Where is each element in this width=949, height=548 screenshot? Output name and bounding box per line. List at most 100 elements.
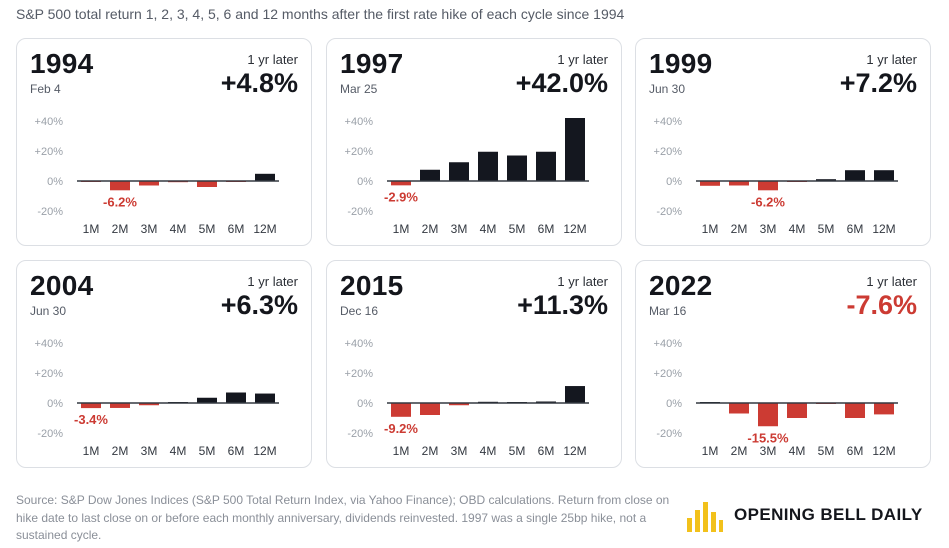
x-tick-label: 1M: [393, 444, 410, 458]
bar-12M: [255, 393, 275, 403]
min-data-label: -9.2%: [384, 421, 418, 436]
bar-5M: [197, 181, 217, 187]
bar-3M: [758, 181, 778, 191]
y-tick-label: +20%: [345, 146, 374, 158]
x-tick-label: 6M: [228, 222, 245, 236]
bar-6M: [536, 151, 556, 181]
x-tick-label: 1M: [393, 222, 410, 236]
x-tick-label: 4M: [170, 222, 187, 236]
x-tick-label: 5M: [199, 222, 216, 236]
x-tick-label: 3M: [141, 444, 158, 458]
x-tick-label: 6M: [847, 444, 864, 458]
x-tick-label: 6M: [847, 222, 864, 236]
bar-5M: [507, 155, 527, 181]
one-year-value: -7.6%: [846, 290, 917, 320]
y-tick-label: 0%: [47, 176, 63, 188]
y-tick-label: -20%: [37, 428, 63, 440]
x-tick-label: 5M: [509, 444, 526, 458]
y-tick-label: +40%: [345, 116, 374, 128]
y-tick-label: +20%: [654, 368, 683, 380]
y-tick-label: 0%: [357, 398, 373, 410]
x-tick-label: 4M: [480, 444, 497, 458]
bar-chart: +40% +20% 0% -20% -2.9% 1M 2M 3M 4M 5M 6M 12M: [345, 116, 589, 236]
x-tick-label: 3M: [451, 222, 468, 236]
min-data-label: -3.4%: [74, 412, 108, 427]
chart-card-1999: 1999 Jun 30 1 yr later +7.2% +40% +20% 0% -20% -…: [635, 38, 931, 246]
bar-3M: [758, 403, 778, 427]
bar-2M: [729, 403, 749, 414]
bar-2M: [729, 181, 749, 186]
x-tick-label: 12M: [563, 444, 586, 458]
x-tick-label: 6M: [538, 222, 555, 236]
chart-title: 2015: [340, 270, 404, 301]
x-tick-label: 1M: [702, 222, 719, 236]
min-data-label: -6.2%: [751, 194, 785, 209]
bar-12M: [874, 403, 894, 415]
page-subtitle: S&P 500 total return 1, 2, 3, 4, 5, 6 an…: [16, 6, 625, 22]
bar-2M: [420, 169, 440, 181]
x-tick-label: 2M: [731, 444, 748, 458]
x-tick-label: 6M: [228, 444, 245, 458]
x-tick-label: 2M: [112, 222, 129, 236]
y-tick-label: +40%: [654, 116, 683, 128]
chart-card-2022: 2022 Mar 16 1 yr later -7.6% +40% +20% 0% -20% -…: [635, 260, 931, 468]
one-year-label: 1 yr later: [866, 274, 917, 289]
bar-4M: [787, 403, 807, 418]
bar-chart: +40%+20%0%-20%-6.2%1M 2M 3M 4M 5M 6M 12M: [35, 116, 279, 236]
x-tick-label: 12M: [563, 222, 586, 236]
hike-date: Dec 16: [340, 304, 379, 318]
y-tick-label: -20%: [656, 206, 682, 218]
bar-chart: +40%+20%0%-20%-6.2%1M 2M 3M 4M 5M 6M 12M: [654, 116, 898, 236]
chart-card-1994: 1994 Feb 4 1 yr later +4.8% +40% +20% 0% -20% -6…: [16, 38, 312, 246]
bar-12M: [874, 170, 894, 181]
bar-6M: [226, 392, 246, 403]
hike-date: Jun 30: [649, 82, 686, 96]
y-tick-label: +20%: [654, 146, 683, 158]
y-tick-label: 0%: [357, 176, 373, 188]
x-tick-label: 12M: [872, 444, 895, 458]
bar-12M: [565, 118, 585, 181]
one-year-value: +42.0%: [515, 68, 608, 98]
bar-chart: +40% +20% 0% -20% -9.2% 1M 2M 3M 4M 5M 6M 12M: [345, 338, 589, 458]
chart-title: 2004: [30, 270, 94, 301]
bar-3M: [139, 181, 159, 186]
one-year-value: +4.8%: [220, 68, 298, 98]
y-tick-label: +40%: [654, 338, 683, 350]
one-year-label: 1 yr later: [247, 52, 298, 67]
x-tick-label: 3M: [141, 222, 158, 236]
brand-logo: OPENING BELL DAILY: [686, 498, 923, 532]
x-tick-label: 12M: [253, 222, 276, 236]
y-tick-label: +40%: [35, 338, 64, 350]
y-tick-label: +40%: [35, 116, 64, 128]
bar-1M: [391, 181, 411, 186]
one-year-label: 1 yr later: [557, 274, 608, 289]
x-tick-label: 4M: [789, 222, 806, 236]
one-year-label: 1 yr later: [866, 52, 917, 67]
bar-6M: [845, 170, 865, 181]
x-tick-label: 1M: [83, 444, 100, 458]
bar-3M: [449, 162, 469, 181]
bar-3M: [449, 403, 469, 406]
x-tick-label: 12M: [253, 444, 276, 458]
chart-card-2004: 2004 Jun 30 1 yr later +6.3% +40% +20% 0% -20% -…: [16, 260, 312, 468]
bar-5M: [816, 179, 836, 181]
bar-chart: +40% +20% 0% -20% -15.5% 1M 2M 3M 4M 5M 6M 12M: [654, 338, 898, 458]
y-tick-label: +40%: [345, 338, 374, 350]
chart-title: 2022: [649, 270, 713, 301]
min-data-label: -2.9%: [384, 189, 418, 204]
source-note: Source: S&P Dow Jones Indices (S&P 500 T…: [16, 493, 670, 542]
bar-6M: [845, 403, 865, 418]
chart-title: 1997: [340, 48, 404, 79]
x-tick-label: 3M: [451, 444, 468, 458]
one-year-label: 1 yr later: [557, 52, 608, 67]
hike-date: Mar 25: [340, 82, 378, 96]
y-tick-label: +20%: [35, 146, 64, 158]
bar-1M: [81, 403, 101, 409]
bar-1M: [391, 403, 411, 417]
x-tick-label: 2M: [112, 444, 129, 458]
x-tick-label: 1M: [83, 222, 100, 236]
one-year-value: +7.2%: [839, 68, 917, 98]
chart-title: 1999: [649, 48, 713, 79]
y-tick-label: -20%: [37, 206, 63, 218]
y-tick-label: 0%: [666, 398, 682, 410]
